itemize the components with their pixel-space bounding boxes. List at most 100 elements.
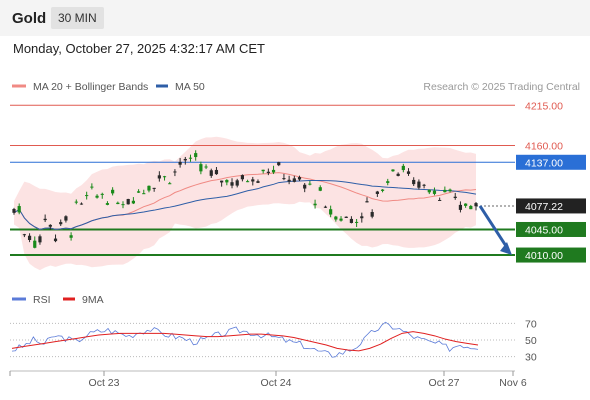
- candle: [95, 194, 99, 199]
- ma50-legend-label: MA 50: [175, 81, 205, 93]
- candle: [64, 215, 68, 223]
- candle: [292, 175, 296, 183]
- candle: [136, 189, 141, 193]
- candle: [116, 201, 120, 205]
- instrument-title: Gold: [12, 10, 47, 27]
- candle: [297, 175, 302, 181]
- candle: [188, 154, 193, 162]
- candle: [194, 150, 198, 161]
- candle: [168, 181, 172, 185]
- timeframe-badge[interactable]: 30 MIN: [51, 7, 104, 29]
- candle: [199, 161, 203, 175]
- candle: [313, 199, 317, 209]
- candle: [53, 234, 58, 243]
- rsi-legend-label: RSI: [33, 294, 51, 306]
- candle: [105, 201, 110, 206]
- candle: [27, 233, 32, 243]
- candle: [256, 179, 260, 184]
- candle: [469, 204, 473, 210]
- candle: [344, 216, 348, 218]
- candle: [48, 224, 52, 231]
- candle: [235, 178, 239, 188]
- ma9-legend-label: 9MA: [82, 294, 104, 306]
- svg-text:4077.22: 4077.22: [525, 201, 563, 213]
- candle: [33, 236, 37, 249]
- candle: [162, 175, 167, 181]
- candle: [69, 232, 73, 241]
- candle: [204, 164, 208, 170]
- candle: [12, 207, 16, 215]
- candle: [318, 185, 322, 192]
- candle: [380, 189, 385, 193]
- candle: [271, 165, 276, 175]
- candle: [453, 192, 457, 200]
- level-tag-4137.00: 4137.00: [516, 154, 586, 170]
- candle: [386, 178, 390, 186]
- candle: [79, 202, 84, 205]
- candle: [464, 203, 468, 208]
- candle: [152, 187, 156, 192]
- candle: [417, 179, 421, 190]
- candle: [111, 187, 115, 196]
- candle: [74, 199, 78, 205]
- candle: [443, 186, 447, 193]
- rsi-tick-30: 30: [525, 352, 537, 364]
- candle: [142, 189, 146, 195]
- candle: [126, 198, 130, 205]
- candle: [375, 190, 379, 197]
- candle: [427, 189, 431, 195]
- level-tag-4077.22: 4077.22: [516, 198, 586, 214]
- datetime-label: Monday, October 27, 2025 4:32:17 AM CET: [13, 41, 265, 56]
- bollinger-band: [14, 136, 476, 271]
- header-bar: Gold 30 MIN: [0, 0, 590, 36]
- x-axis: Oct 23 Oct 24 Oct 27 Nov 6: [9, 370, 527, 389]
- level-label-4215.00: 4215.00: [525, 100, 563, 112]
- level-labels: 4215.00 4160.00 4137.00 4077.22 4045.00 4010.…: [516, 100, 586, 263]
- candle: [38, 234, 42, 245]
- candle: [183, 156, 187, 165]
- candle: [85, 191, 89, 200]
- candle: [370, 209, 374, 219]
- candle: [245, 179, 250, 183]
- candle: [458, 201, 463, 213]
- legend: MA 20 + Bollinger Bands MA 50: [12, 81, 205, 93]
- candle: [406, 168, 411, 176]
- x-tick-label: Oct 24: [261, 377, 292, 389]
- candle: [90, 183, 94, 190]
- candle: [329, 205, 333, 218]
- rsi-legend: RSI 9MA: [12, 294, 104, 306]
- candle: [396, 172, 400, 177]
- candle: [339, 216, 343, 222]
- svg-text:4137.00: 4137.00: [525, 157, 563, 169]
- rsi-tick-50: 50: [525, 335, 537, 347]
- candle: [225, 179, 229, 186]
- candle: [100, 192, 104, 199]
- ma50-line: [13, 179, 477, 230]
- forecast-arrow: [478, 205, 510, 250]
- candle: [277, 161, 281, 167]
- candle: [178, 158, 182, 168]
- candle: [43, 214, 47, 223]
- candle: [266, 168, 270, 176]
- candle: [474, 202, 478, 211]
- candle: [422, 183, 426, 189]
- candle: [349, 216, 354, 224]
- svg-text:4010.00: 4010.00: [525, 250, 563, 262]
- candle: [230, 178, 234, 189]
- candle: [282, 173, 286, 181]
- rsi-tick-70: 70: [525, 318, 537, 330]
- x-tick-label: Oct 23: [89, 377, 120, 389]
- candle: [360, 212, 364, 223]
- level-tag-4010.00: 4010.00: [516, 247, 586, 263]
- candle: [432, 187, 437, 196]
- price-area: [10, 104, 515, 271]
- candle: [261, 169, 265, 174]
- candle: [303, 183, 307, 193]
- level-tag-4045.00: 4045.00: [516, 221, 586, 237]
- svg-text:4045.00: 4045.00: [525, 224, 563, 236]
- candle: [438, 197, 442, 201]
- x-tick-label: Nov 6: [499, 377, 527, 389]
- candle: [147, 185, 151, 193]
- candle: [121, 201, 125, 209]
